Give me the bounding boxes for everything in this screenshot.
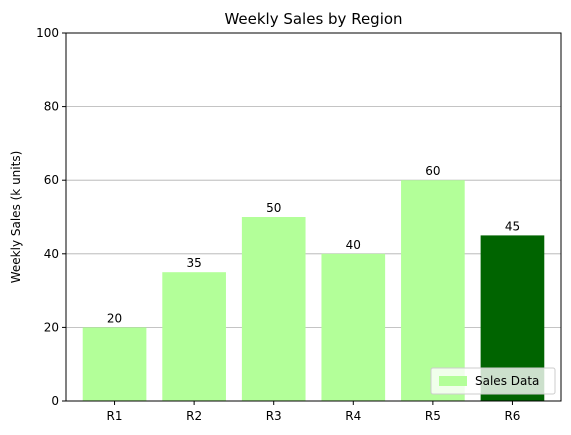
data-label: 45 xyxy=(505,219,520,233)
y-tick-label: 40 xyxy=(44,247,59,261)
bar-r4 xyxy=(321,253,386,401)
data-label: 50 xyxy=(266,201,281,215)
y-tick-label: 80 xyxy=(44,100,59,114)
legend: Sales Data xyxy=(430,367,556,395)
bar-r3 xyxy=(241,217,306,401)
bar-r1 xyxy=(82,327,147,401)
y-tick-label: 60 xyxy=(44,173,59,187)
x-tick-label: R6 xyxy=(504,409,520,423)
x-ticks: R1 R2 R3 R4 R5 R6 xyxy=(107,401,520,423)
axes xyxy=(65,32,562,402)
x-tick-label: R4 xyxy=(345,409,361,423)
x-tick-label: R5 xyxy=(425,409,441,423)
y-tick-label: 0 xyxy=(51,394,59,408)
y-axis-label: Weekly Sales (k units) xyxy=(9,151,23,284)
y-tick-label: 100 xyxy=(36,26,59,40)
legend-label: Sales Data xyxy=(475,374,539,388)
data-label: 20 xyxy=(107,311,122,325)
x-tick-label: R2 xyxy=(186,409,202,423)
data-label: 40 xyxy=(346,238,361,252)
data-label: 35 xyxy=(186,256,201,270)
legend-swatch xyxy=(439,376,467,386)
bar-r2 xyxy=(162,272,226,401)
x-tick-label: R1 xyxy=(107,409,123,423)
y-ticks: 0 20 40 60 80 100 xyxy=(36,26,66,408)
plot-frame xyxy=(65,32,562,402)
x-tick-label: R3 xyxy=(266,409,282,423)
bar-r5 xyxy=(401,180,465,401)
data-labels: 20 35 50 40 60 45 xyxy=(107,164,520,325)
y-tick-label: 20 xyxy=(44,320,59,334)
data-label: 60 xyxy=(425,164,440,178)
legend-box xyxy=(430,367,556,395)
gridlines xyxy=(66,106,561,328)
chart-title: Weekly Sales by Region xyxy=(224,10,402,28)
